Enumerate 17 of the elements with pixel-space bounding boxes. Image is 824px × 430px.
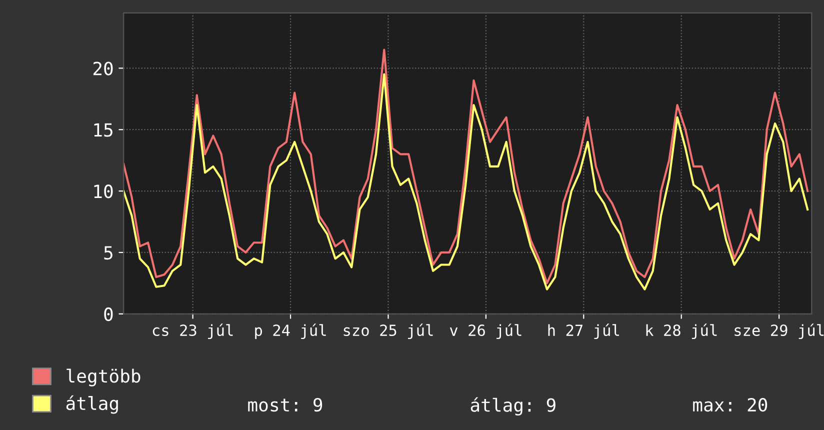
legend-label: átlag xyxy=(66,395,118,414)
x-tick-label: szo 25 júl xyxy=(344,324,433,340)
text: most: 9 xyxy=(248,398,322,412)
x-tick-label: cs 23 júl xyxy=(152,324,233,340)
y-tick-label: 10 xyxy=(94,184,113,198)
x-tick-label: v 26 júl xyxy=(450,324,522,340)
y-tick-label: 0 xyxy=(104,307,113,322)
y-tick-label: 5 xyxy=(104,246,112,260)
x-tick-label: h 27 júl xyxy=(548,324,619,340)
text: átlag: 9 xyxy=(470,397,556,416)
y-tick-label: 15 xyxy=(94,123,112,137)
text: max: 20 xyxy=(693,398,768,412)
x-tick-label: sze 29 júl xyxy=(734,324,824,340)
x-tick-label: k 28 júl xyxy=(646,324,717,340)
y-tick-label: 20 xyxy=(93,62,113,76)
legend-label: legtöbb xyxy=(66,368,140,386)
x-tick-label: p 24 júl xyxy=(255,324,326,340)
